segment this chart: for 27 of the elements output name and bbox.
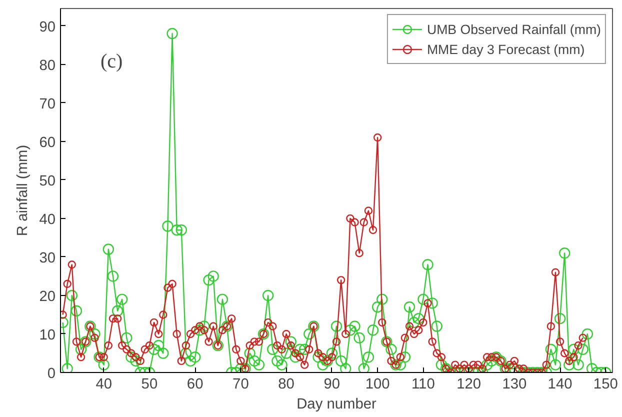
x-tick-label: 70	[232, 376, 249, 392]
x-tick-label: 80	[278, 376, 294, 392]
y-axis-title: R ainfall (mm)	[15, 144, 32, 236]
x-tick-label: 140	[548, 376, 572, 392]
y-tick-label: 0	[47, 366, 56, 382]
x-tick-label: 50	[141, 376, 158, 392]
legend-label: UMB Observed Rainfall (mm)	[426, 22, 601, 36]
legend-label: MME day 3 Forecast (mm)	[426, 42, 585, 56]
y-tick-label: 20	[39, 288, 56, 305]
x-tick-label: 120	[456, 376, 482, 392]
x-tick-label: 60	[186, 376, 204, 392]
x-tick-label: 130	[502, 376, 527, 392]
y-tick-label: 80	[39, 58, 56, 74]
x-tick-label: 90	[324, 376, 340, 392]
x-tick-label: 100	[365, 376, 390, 392]
y-tick-label: 10	[39, 327, 56, 344]
y-tick-label: 50	[39, 173, 56, 190]
x-tick-label: 150	[593, 376, 618, 392]
x-tick-label: 40	[96, 376, 112, 392]
y-tick-label: 70	[39, 96, 56, 112]
annotation: (c)	[100, 50, 123, 72]
y-tick-label: 90	[39, 19, 56, 36]
y-tick-label: 40	[39, 212, 56, 228]
x-tick-label: 110	[411, 376, 435, 392]
x-axis-title: Day number	[296, 396, 377, 412]
y-tick-label: 30	[39, 250, 56, 266]
y-tick-label: 60	[39, 134, 56, 151]
